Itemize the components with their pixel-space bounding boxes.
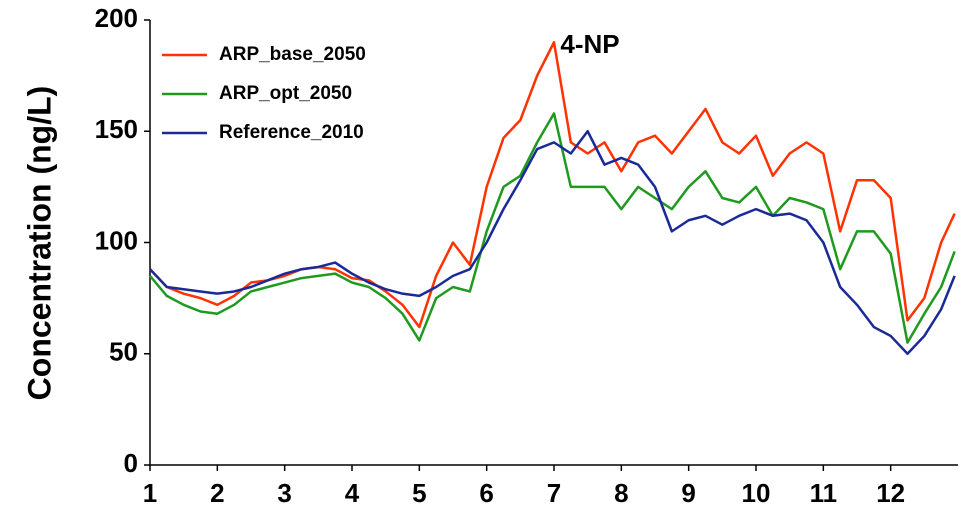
x-tick-label: 12: [876, 478, 905, 508]
x-tick-label: 6: [479, 478, 493, 508]
legend-label: ARP_base_2050: [219, 44, 366, 65]
legend-label: ARP_opt_2050: [219, 83, 352, 104]
y-tick-label: 0: [124, 448, 138, 478]
x-tick-label: 2: [210, 478, 224, 508]
y-tick-label: 50: [109, 337, 138, 367]
x-tick-label: 10: [742, 478, 771, 508]
x-tick-label: 5: [412, 478, 426, 508]
x-tick-label: 3: [277, 478, 291, 508]
y-tick-label: 150: [95, 114, 138, 144]
y-tick-label: 200: [95, 3, 138, 33]
line: [149, 112, 956, 344]
line: [149, 130, 956, 355]
x-tick-label: 7: [547, 478, 561, 508]
y-tick-label: 100: [95, 225, 138, 255]
x-tick-label: 11: [810, 478, 838, 508]
legend-label: Reference_2010: [219, 122, 364, 143]
x-tick-label: 9: [681, 478, 695, 508]
x-tick-label: 8: [614, 478, 628, 508]
y-axis-label: Concentration (ng/L): [21, 86, 57, 401]
chart-title: 4-NP: [560, 29, 619, 59]
x-tick-label: 4: [345, 478, 360, 508]
line: [149, 41, 956, 329]
x-tick-label: 1: [143, 478, 157, 508]
